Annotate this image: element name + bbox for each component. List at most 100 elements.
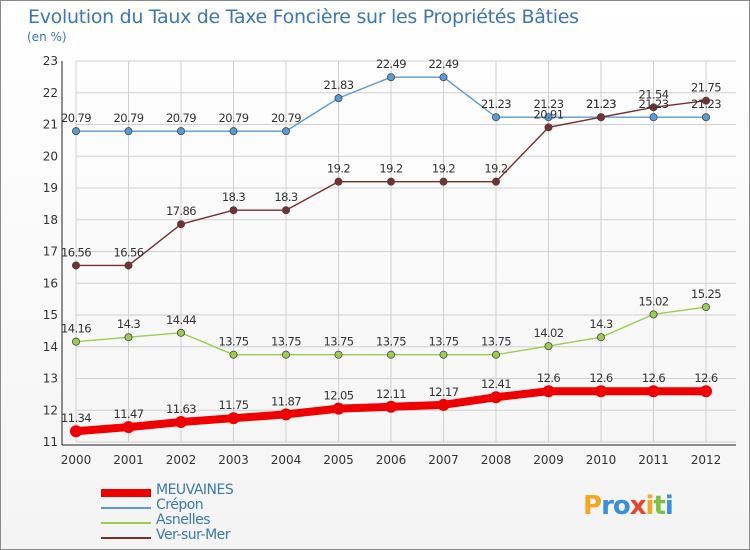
data-label: 19.2: [327, 162, 350, 176]
data-label: 12.6: [537, 371, 560, 385]
x-tick-label: 2011: [638, 453, 669, 467]
data-label: 14.44: [166, 313, 196, 327]
axes: 11 12 13 14 15 16 17 18 19 20 21 22 23 2000 2001 2002 20…: [43, 54, 736, 467]
data-point: [385, 400, 397, 413]
data-label: 13.75: [324, 335, 354, 349]
data-point: [544, 123, 553, 132]
data-point: [700, 385, 712, 398]
data-point: [647, 385, 660, 398]
data-point: [491, 113, 500, 122]
y-tick-label: 21: [43, 118, 58, 132]
y-tick-label: 18: [43, 213, 58, 227]
data-label: 21.75: [691, 81, 721, 95]
data-label: 12.41: [481, 377, 511, 391]
logo-letter: i: [645, 491, 655, 521]
legend-swatch: [101, 489, 151, 497]
logo-letter: x: [629, 491, 647, 521]
x-tick-label: 2003: [218, 453, 249, 467]
data-point: [122, 421, 135, 434]
data-point: [176, 127, 185, 136]
data-label: 17.86: [166, 204, 196, 218]
y-tick-label: 12: [43, 403, 58, 417]
data-label: 21.23: [534, 97, 564, 111]
legend-swatch: [101, 507, 151, 509]
data-label: 12.6: [589, 371, 612, 385]
grid: [75, 60, 736, 443]
unit-label: (en %): [27, 30, 67, 44]
data-point: [72, 127, 81, 136]
logo-letter: o: [612, 491, 631, 521]
data-label: 13.75: [429, 335, 459, 349]
data-point: [176, 220, 185, 229]
legend-label: Asnelles: [156, 512, 211, 528]
data-label: 19.2: [432, 162, 455, 176]
data-label: 16.56: [61, 245, 91, 259]
data-point: [334, 350, 343, 359]
data-point: [176, 328, 185, 337]
data-point: [332, 402, 345, 415]
data-label: 19.2: [379, 162, 402, 176]
data-point: [227, 412, 240, 425]
x-tick-label: 2001: [113, 453, 144, 467]
y-tick-label: 23: [43, 54, 58, 68]
data-point: [334, 177, 343, 186]
data-point: [702, 303, 711, 312]
data-label: 22.49: [429, 57, 459, 71]
legend-label: Ver-sur-Mer: [156, 527, 231, 543]
data-label: 16.56: [114, 245, 144, 259]
data-label: 13.75: [376, 335, 406, 349]
data-point: [649, 310, 658, 319]
data-label: 20.79: [219, 111, 249, 125]
data-point: [597, 113, 606, 122]
data-label: 14.16: [61, 322, 91, 336]
data-label: 15.25: [691, 287, 721, 301]
legend-swatch: [101, 522, 151, 524]
data-label: 13.75: [219, 335, 249, 349]
logo-letter: i: [664, 491, 674, 521]
data-label: 21.23: [481, 97, 511, 111]
data-label: 18.3: [274, 190, 297, 204]
data-point: [649, 113, 658, 122]
y-tick-label: 11: [43, 435, 58, 449]
data-label: 14.3: [589, 317, 612, 331]
data-point: [649, 103, 658, 112]
data-label: 21.54: [639, 87, 669, 101]
logo-letter: r: [601, 491, 614, 521]
legend-label: Crépon: [156, 497, 204, 513]
data-label: 20.79: [166, 111, 196, 125]
data-point: [439, 73, 448, 82]
data-label: 20.79: [271, 111, 301, 125]
y-tick-label: 22: [43, 86, 58, 100]
data-label: 12.17: [429, 385, 459, 399]
data-point: [229, 350, 238, 359]
legend-label: MEUVAINES: [156, 482, 234, 498]
data-label: 21.83: [324, 78, 354, 92]
x-tick-label: 2010: [586, 453, 617, 467]
data-point: [124, 333, 133, 342]
data-label: 13.75: [481, 335, 511, 349]
data-point: [542, 385, 555, 398]
data-label: 13.75: [271, 335, 301, 349]
data-point: [439, 350, 448, 359]
x-tick-label: 2007: [428, 453, 459, 467]
data-label: 21.23: [691, 97, 721, 111]
data-point: [595, 385, 607, 398]
data-point: [491, 177, 500, 186]
data-point: [702, 96, 711, 105]
data-point: [229, 127, 238, 136]
data-label: 20.91: [534, 107, 564, 121]
data-point: [229, 206, 238, 215]
data-label: 20.79: [114, 111, 144, 125]
data-point: [597, 333, 606, 342]
data-label: 12.11: [376, 387, 406, 401]
x-tick-label: 2002: [166, 453, 197, 467]
logo-letter: P: [583, 491, 602, 521]
data-label: 19.2: [484, 162, 507, 176]
y-tick-label: 19: [43, 181, 58, 195]
x-tick-label: 2008: [481, 453, 512, 467]
data-point: [175, 415, 187, 428]
data-point: [124, 127, 133, 136]
x-tick-label: 2012: [691, 453, 722, 467]
chart-title: Evolution du Taux de Taxe Foncière sur l…: [28, 6, 579, 28]
data-point: [491, 350, 500, 359]
